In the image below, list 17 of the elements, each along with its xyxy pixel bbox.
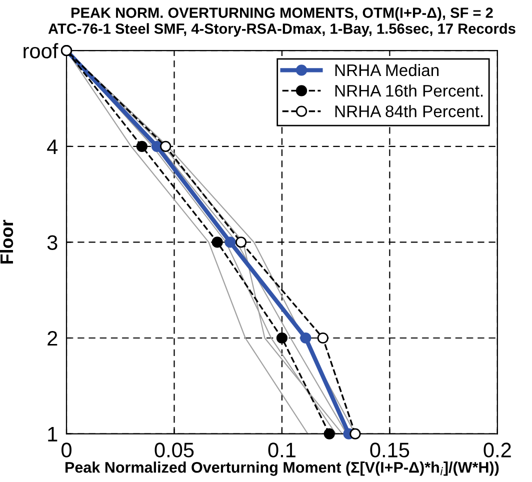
x-tick-label: 0.2 bbox=[484, 442, 511, 458]
legend-label: NRHA Median bbox=[335, 64, 439, 76]
y-axis-title: Floor bbox=[0, 220, 14, 264]
y-tick-label: roof bbox=[24, 43, 58, 58]
legend-label: NRHA 16th Percent. bbox=[335, 84, 483, 97]
y-tick-label: 4 bbox=[47, 140, 58, 154]
y-tick-label: 1 bbox=[48, 427, 58, 442]
y-tick-label: 3 bbox=[47, 235, 58, 250]
chart-title: PEAK NORM. OVERTURNING MOMENTS, OTM(I+P-Δ), SF = 2 bbox=[71, 7, 493, 21]
legend-label: NRHA 84th Percent. bbox=[335, 105, 483, 118]
x-tick-label: 0.1 bbox=[268, 442, 296, 458]
x-axis-title: Peak Normalized Overturning Moment (Σ[V(I+P-Δ)*h$_{i}$]/(W*H)) bbox=[66, 462, 499, 476]
y-tick-label: 2 bbox=[48, 331, 58, 346]
x-tick-label: 0.05 bbox=[154, 442, 194, 458]
chart-subtitle: ATC-76-1 Steel SMF, 4-Story-RSA-Dmax, 1-Bay, 1.56sec, 17 Records bbox=[48, 23, 516, 37]
x-tick-label: 0.15 bbox=[370, 442, 410, 458]
x-tick-label: 0 bbox=[62, 442, 72, 458]
